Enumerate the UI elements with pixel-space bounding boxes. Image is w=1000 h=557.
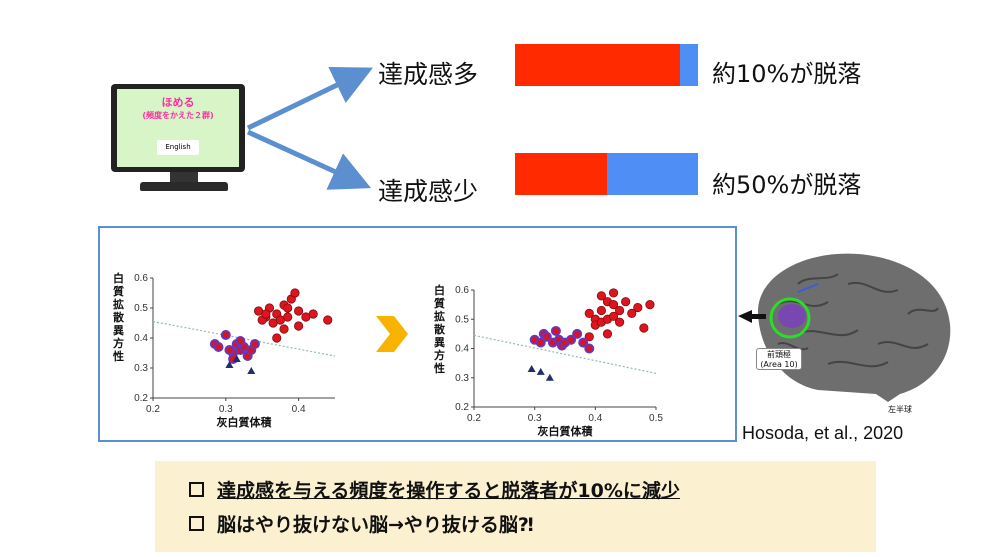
- scatter-point-red: [596, 305, 606, 316]
- x-tick-label: 0.3: [219, 404, 233, 415]
- scatter-point-triangle: [225, 361, 234, 368]
- scatter-point-red: [608, 311, 619, 321]
- scatter-point-red: [621, 297, 631, 307]
- x-tick-label: 0.2: [146, 404, 160, 415]
- scatter-point-red: [645, 300, 655, 310]
- scatter-point-red: [308, 309, 318, 319]
- condition-low-result: 約50%が脱落: [712, 171, 862, 199]
- x-tick-label: 0.5: [649, 413, 663, 424]
- x-axis-label: 灰白質体積: [217, 415, 273, 429]
- english-button[interactable]: English: [157, 140, 199, 155]
- scatter-point-red: [294, 306, 304, 316]
- scatter-point-red: [615, 305, 625, 316]
- scatter-point-purple: [566, 334, 577, 345]
- scatter-point-purple: [535, 337, 546, 348]
- citation: Hosoda, et al., 2020: [742, 423, 904, 443]
- scatter-point-purple: [572, 328, 583, 339]
- x-tick-label: 0.4: [292, 404, 306, 415]
- scatter-point-purple: [235, 336, 246, 347]
- y-tick-label: 0.2: [134, 393, 148, 404]
- scatter-point-red: [627, 308, 637, 319]
- scatter-point-red: [272, 333, 282, 343]
- scatter-point-purple: [578, 337, 589, 348]
- scatter-point-red: [615, 317, 625, 327]
- scatter-panel: [98, 226, 737, 442]
- y-tick-label: 0.6: [455, 285, 469, 296]
- summary-item: 脳はやり抜けない脳→やり抜ける脳⁈: [189, 506, 876, 540]
- scatter-point-red: [261, 309, 271, 319]
- y-tick-label: 0.2: [455, 402, 469, 413]
- scatter-point-red: [283, 312, 293, 322]
- branch-arrows: [246, 67, 374, 190]
- monitor-stand: [170, 172, 198, 184]
- scatter-point-red: [279, 324, 289, 334]
- arrow-left-icon: [738, 310, 766, 323]
- scatter-point-triangle: [247, 367, 256, 374]
- scatter-point-triangle: [232, 355, 241, 362]
- monitor-title: ほめる: [161, 96, 195, 109]
- x-tick-label: 0.2: [467, 413, 481, 424]
- y-tick-label: 0.3: [134, 363, 148, 374]
- x-tick-label: 0.3: [528, 413, 542, 424]
- checkbox-icon: [189, 515, 204, 531]
- arrow-up-icon: [246, 67, 374, 131]
- y-axis-label: 白質拡散異方性: [434, 283, 446, 375]
- checkbox-icon: [189, 481, 204, 497]
- scatter-point-red: [602, 329, 613, 339]
- hemisphere-label: 左半球: [888, 405, 912, 414]
- summary-box: 達成感を与える頻度を操作すると脱落者が10%に減少 脳はやり抜けない脳→やり抜け…: [155, 461, 876, 552]
- scatter-point-purple: [213, 342, 224, 353]
- brain-image: [738, 253, 951, 402]
- y-tick-label: 0.4: [134, 333, 148, 344]
- scatter-point-red: [596, 291, 606, 301]
- condition-high-label: 達成感多: [378, 60, 479, 89]
- scatter-point-triangle: [536, 367, 545, 375]
- trend-line: [473, 334, 657, 374]
- scatter-point-purple: [584, 343, 595, 354]
- scatter-point-red: [584, 308, 594, 319]
- scatter-point-purple: [541, 331, 552, 342]
- y-tick-label: 0.5: [134, 303, 148, 314]
- dropout-segment: [679, 44, 698, 86]
- y-tick-label: 0.3: [455, 373, 469, 384]
- y-tick-label: 0.4: [455, 344, 469, 355]
- scatter-point-purple: [220, 330, 231, 341]
- scatter-point-red: [584, 332, 594, 342]
- scatter-point-red: [294, 321, 304, 331]
- condition-low-label: 達成感少: [378, 177, 479, 206]
- y-axis-label: 白質拡散異方性: [113, 271, 125, 363]
- arrow-down-icon: [246, 129, 372, 190]
- y-tick-label: 0.5: [455, 314, 469, 325]
- x-axis-label: 灰白質体積: [538, 424, 594, 438]
- dropout-segment: [606, 153, 698, 195]
- dropout-bar-high: [515, 44, 698, 86]
- monitor-subtitle: (頻度をかえた２群): [142, 111, 214, 120]
- chevron-right-icon: [376, 316, 408, 352]
- scatter-point-red: [633, 302, 643, 313]
- summary-item: 達成感を与える頻度を操作すると脱落者が10%に減少: [189, 472, 876, 506]
- scatter-point-red: [639, 323, 649, 333]
- scatter-point-triangle: [545, 373, 554, 381]
- scatter-point-red: [283, 303, 293, 313]
- scatter-point-purple: [249, 339, 260, 350]
- scatter-point-red: [290, 288, 300, 298]
- retained-segment: [515, 44, 680, 86]
- scatter-point-red: [323, 315, 333, 325]
- condition-high-result: 約10%が脱落: [712, 60, 862, 88]
- x-tick-label: 0.4: [588, 413, 602, 424]
- scatter-point-red: [608, 300, 619, 310]
- area10-label: 前頭極 (Area 10): [756, 348, 802, 370]
- scatter-point-purple: [224, 345, 235, 356]
- retained-segment: [515, 153, 607, 195]
- area10-highlight: [769, 297, 811, 339]
- dropout-bar-low: [515, 153, 698, 195]
- scatter-point-red: [608, 288, 619, 298]
- scatter-point-triangle: [527, 364, 536, 372]
- monitor-base: [140, 182, 228, 191]
- scatter-point-purple: [550, 325, 561, 336]
- y-tick-label: 0.6: [134, 273, 148, 284]
